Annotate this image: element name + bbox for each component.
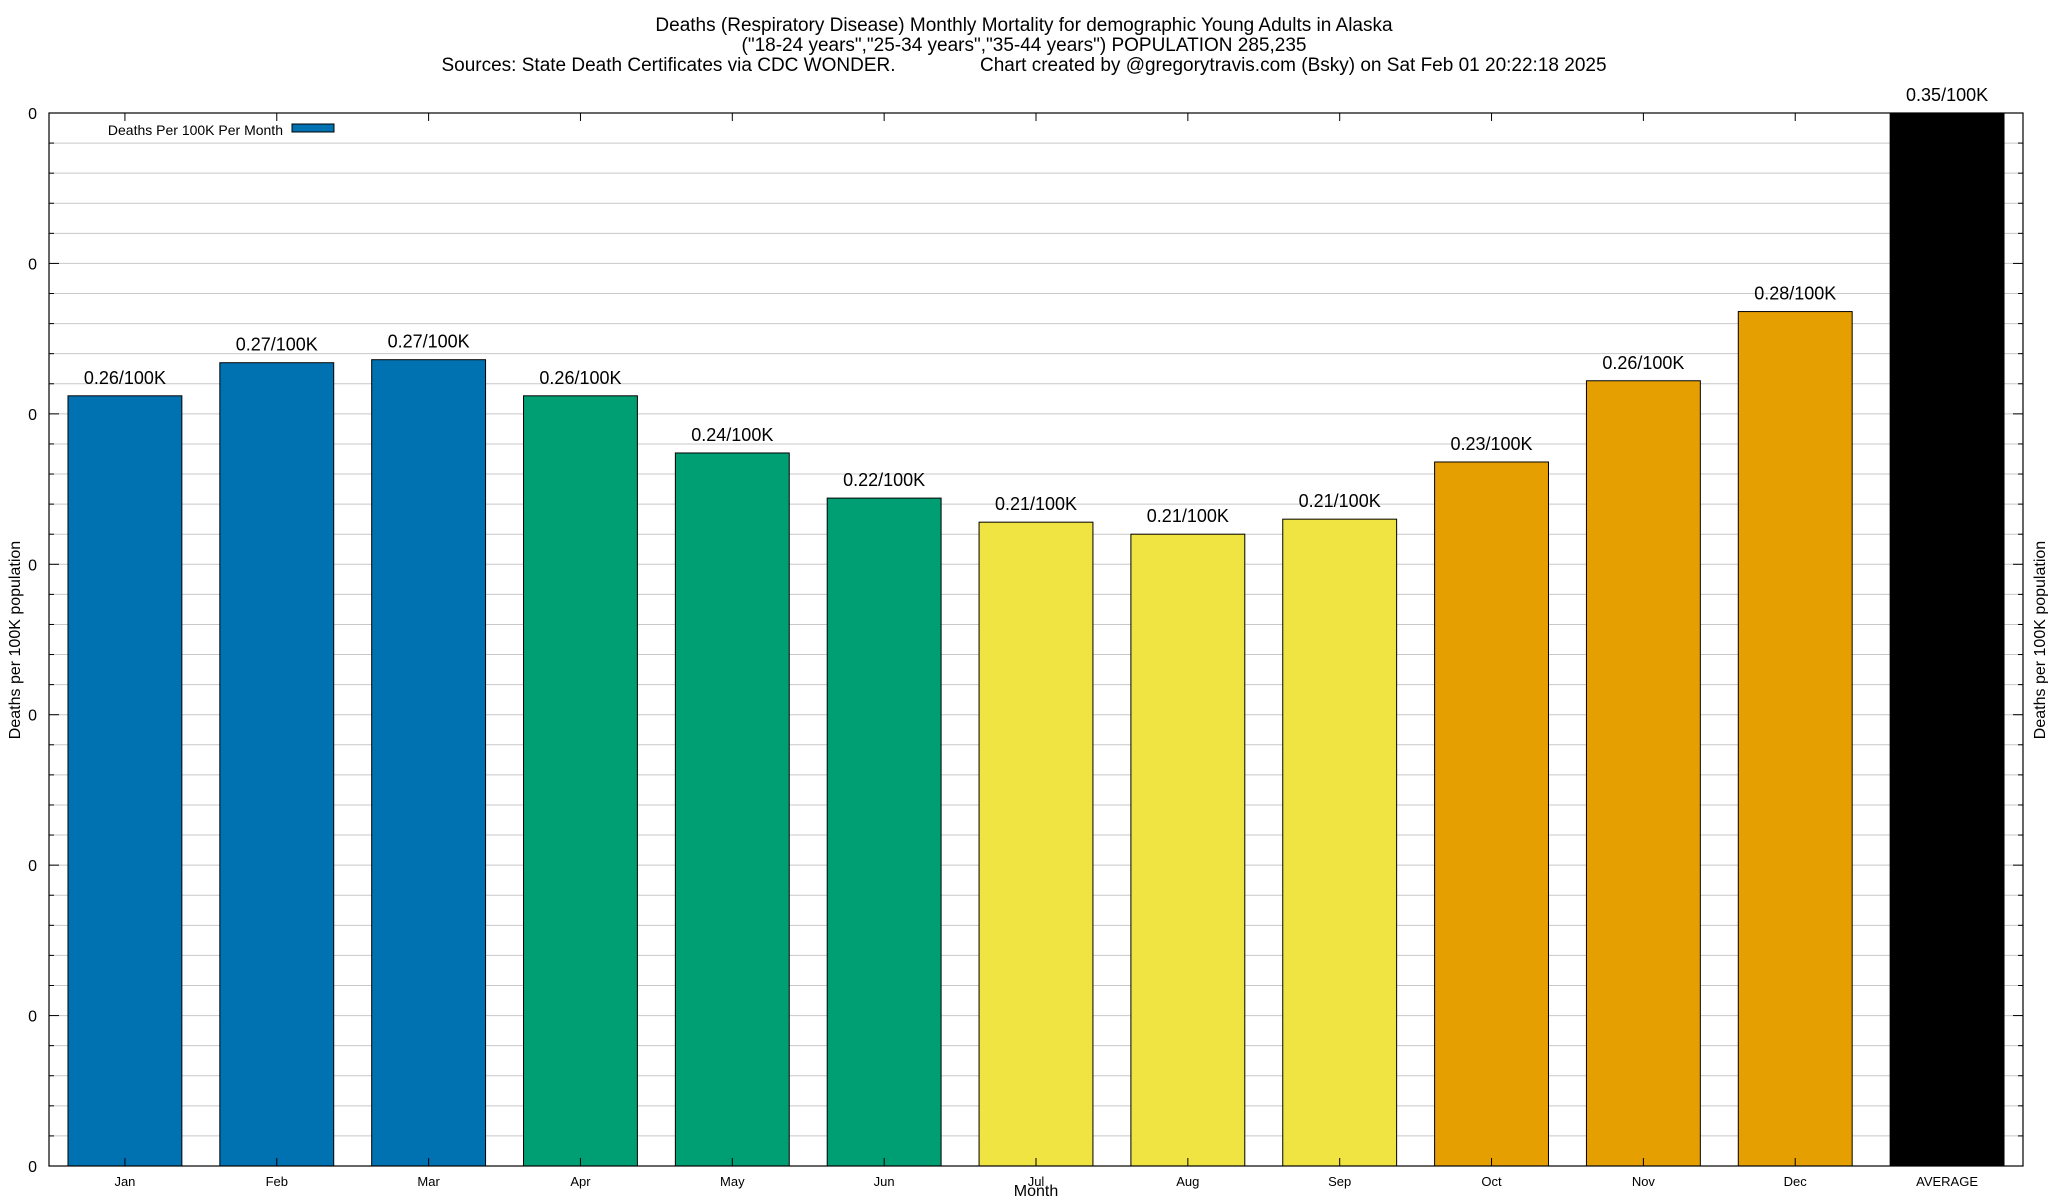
chart-title-line-3: Sources: State Death Certificates via CD…: [441, 55, 1606, 76]
x-tick-label: Sep: [1328, 1174, 1351, 1189]
y-tick-label: 0: [28, 708, 37, 725]
bar-oct: [1434, 461, 1549, 1167]
legend: Deaths Per 100K Per Month: [108, 122, 335, 138]
x-tick-label: AVERAGE: [1916, 1174, 1978, 1189]
bar-jan: [67, 395, 183, 1167]
bar-may: [674, 452, 790, 1167]
x-axis-ticks: Jan Feb Mar Apr May Jun Jul Aug Sep Oct Nov Dec AVER…: [114, 113, 1978, 1189]
data-label: 0.21/100K: [1147, 506, 1229, 526]
bar-sep: [1282, 518, 1398, 1167]
data-label: 0.22/100K: [843, 470, 925, 490]
y-axis-label: Deaths per 100K population: [7, 541, 24, 739]
x-tick-label: Dec: [1784, 1174, 1808, 1189]
bars: [67, 112, 2005, 1167]
data-label: 0.28/100K: [1754, 284, 1836, 304]
bar-mar: [371, 359, 487, 1167]
legend-swatch: [291, 123, 335, 133]
y-tick-label: 0: [28, 557, 37, 574]
x-tick-label: Oct: [1481, 1174, 1502, 1189]
data-label: 0.26/100K: [84, 368, 166, 388]
y2-axis-label: Deaths per 100K population: [2032, 541, 2048, 739]
y-tick-label: 0: [28, 407, 37, 424]
y-axis-ticks: 0 0 0 0 0 0 0 0: [28, 106, 2023, 1176]
x-tick-label: Mar: [417, 1174, 440, 1189]
bar-apr: [523, 395, 638, 1167]
x-tick-label: May: [720, 1174, 745, 1189]
x-tick-label: Aug: [1176, 1174, 1199, 1189]
y-tick-label: 0: [28, 1159, 37, 1176]
x-axis-label: Month: [1014, 1183, 1058, 1200]
data-labels: 0.26/100K 0.27/100K 0.27/100K 0.26/100K 0.24…: [84, 85, 1988, 526]
x-tick-label: Jul: [1028, 1174, 1045, 1189]
x-tick-label: Jan: [114, 1174, 135, 1189]
y-tick-label: 0: [28, 1009, 37, 1026]
bar-jul: [978, 521, 1094, 1167]
data-label: 0.21/100K: [1299, 491, 1381, 511]
x-tick-label: Feb: [266, 1174, 288, 1189]
y-tick-label: 0: [28, 858, 37, 875]
chart-title-line-2: ("18-24 years","25-34 years","35-44 year…: [742, 35, 1307, 56]
bar-average: [1889, 112, 2005, 1167]
data-label: 0.21/100K: [995, 494, 1077, 514]
x-tick-label: Nov: [1632, 1174, 1656, 1189]
y-tick-label: 0: [28, 106, 37, 123]
legend-label: Deaths Per 100K Per Month: [108, 122, 283, 138]
data-label: 0.35/100K: [1906, 85, 1988, 105]
bar-aug: [1130, 533, 1246, 1167]
chart-title: Deaths (Respiratory Disease) Monthly Mor…: [441, 15, 1606, 76]
y-tick-label: 0: [28, 256, 37, 273]
data-label: 0.23/100K: [1450, 434, 1532, 454]
data-label: 0.27/100K: [236, 335, 318, 355]
data-label: 0.27/100K: [388, 332, 470, 352]
data-label: 0.26/100K: [539, 368, 621, 388]
bar-nov: [1585, 380, 1701, 1167]
x-tick-label: Jun: [874, 1174, 895, 1189]
bar-dec: [1737, 311, 1853, 1167]
data-label: 0.24/100K: [691, 425, 773, 445]
data-label: 0.26/100K: [1602, 353, 1684, 373]
x-tick-label: Apr: [570, 1174, 591, 1189]
bar-jun: [826, 497, 942, 1167]
chart-title-line-1: Deaths (Respiratory Disease) Monthly Mor…: [655, 15, 1393, 36]
bar-feb: [219, 362, 335, 1167]
